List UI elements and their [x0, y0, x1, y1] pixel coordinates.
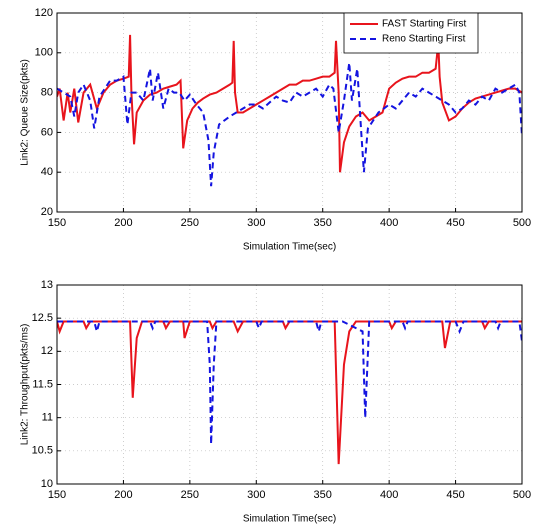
y-tick-label: 60	[41, 126, 53, 138]
y-axis-label: Link2: Queue Size(pkts)	[20, 59, 31, 166]
y-tick-label: 12.5	[32, 312, 53, 324]
y-tick-label: 11.5	[32, 378, 53, 390]
axis-box	[56, 284, 523, 485]
x-axis-label: Simulation Time(sec)	[243, 242, 336, 253]
legend-box	[343, 12, 479, 54]
series-line	[57, 320, 522, 445]
y-tick-label: 12	[41, 345, 53, 357]
x-tick-label: 350	[314, 489, 332, 501]
x-tick-label: 500	[513, 489, 531, 501]
x-tick-label: 250	[181, 489, 199, 501]
legend-label: Reno Starting First	[382, 34, 466, 45]
x-tick-label: 300	[247, 217, 265, 229]
y-axis-label: Link2: Throughput(pkts/ms)	[20, 324, 31, 446]
y-tick-label: 40	[41, 166, 53, 178]
y-tick-label: 13	[41, 279, 53, 291]
y-tick-label: 120	[35, 7, 53, 19]
x-tick-label: 200	[114, 217, 132, 229]
y-tick-label: 80	[41, 87, 53, 99]
series-line	[57, 34, 522, 173]
y-tick-label: 10	[41, 478, 53, 490]
y-tick-label: 11	[42, 412, 53, 424]
y-tick-label: 10.5	[32, 445, 53, 457]
x-tick-label: 300	[247, 489, 265, 501]
legend-label: FAST Starting First	[382, 19, 467, 30]
x-tick-label: 150	[48, 217, 66, 229]
series-line	[57, 62, 522, 187]
x-tick-label: 400	[380, 489, 398, 501]
x-tick-label: 150	[48, 489, 66, 501]
x-tick-label: 250	[181, 217, 199, 229]
y-tick-label: 20	[41, 206, 53, 218]
x-tick-label: 450	[446, 489, 464, 501]
axis-box	[56, 12, 523, 213]
y-tick-label: 100	[35, 47, 53, 59]
x-tick-label: 500	[513, 217, 531, 229]
x-tick-label: 200	[114, 489, 132, 501]
x-axis-label: Simulation Time(sec)	[243, 514, 336, 525]
series-line	[57, 320, 522, 465]
x-tick-label: 350	[314, 217, 332, 229]
x-tick-label: 450	[446, 217, 464, 229]
x-tick-label: 400	[380, 217, 398, 229]
